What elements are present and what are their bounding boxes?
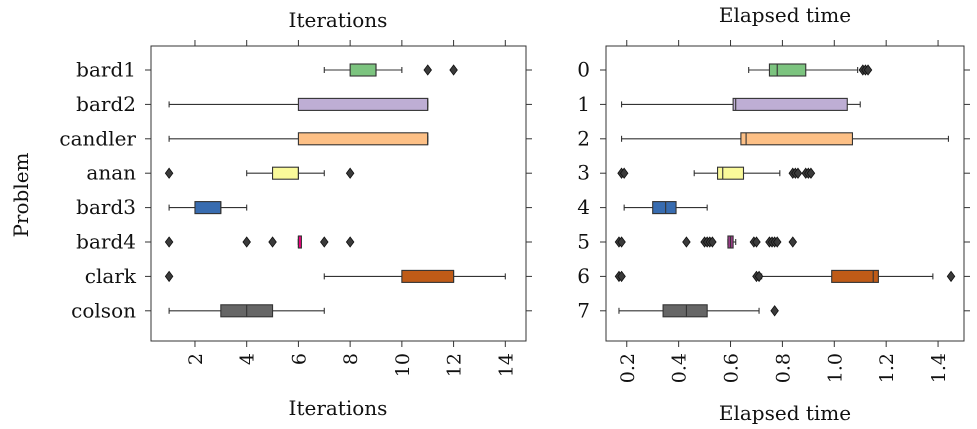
iterations-plot-frame [150,45,527,342]
x-tick-label: 2 [185,353,207,365]
box-clark [401,269,455,283]
x-tick-label: 0.4 [669,353,691,383]
outlier-point [345,167,355,179]
x-tick-label: 1.2 [876,353,898,383]
y-category-label: bard4 [76,230,136,254]
x-tick-label: 8 [340,353,362,365]
outlier-point [770,305,779,317]
y-category-label: bard3 [76,195,136,219]
y-category-label: 6 [577,264,590,288]
box-candler [297,132,429,146]
box-2 [740,132,853,146]
outlier-point [772,236,782,248]
x-tick-label: 12 [444,353,466,377]
box-anan [272,166,299,180]
outlier-point [806,167,816,179]
y-category-label: candler [59,126,136,150]
outlier-point [423,64,432,76]
box-7 [662,304,708,318]
outlier-point [345,236,355,248]
x-tick-label: 14 [495,353,517,377]
y-category-label: clark [85,264,137,288]
x-tick-label: 0.2 [617,353,639,383]
x-tick-label: 1.0 [824,353,846,383]
problem-y-axis-label: Problem [9,152,33,237]
y-category-label: 4 [577,195,590,219]
outlier-point [619,167,629,179]
outlier-point [617,270,626,283]
outlier-point [268,236,277,248]
iterations-panel: Iterations Iterations Problem 2 4 6 8 10 12 14… [9,8,532,420]
box-6 [831,269,879,283]
box-0 [768,63,807,77]
outlier-point [164,167,174,179]
y-category-label: bard2 [76,92,136,116]
box-bard3 [194,201,222,215]
y-category-label: 7 [577,298,590,322]
elapsed-time-title: Elapsed time [719,3,851,27]
outlier-point [320,236,329,248]
outlier-point [242,236,251,248]
elapsed-time-plot-frame [605,45,965,342]
y-category-label: colson [71,298,136,322]
outlier-point [754,270,764,283]
outlier-point [164,236,174,248]
x-tick-label: 10 [392,353,414,377]
box-bard2 [297,97,429,111]
iterations-x-axis-label: Iterations [289,396,388,420]
outlier-point [752,236,761,248]
outlier-point [863,64,873,76]
iterations-title: Iterations [289,8,388,32]
x-tick-label: 6 [288,353,310,365]
x-tick-label: 0.8 [772,353,794,383]
x-tick-label: 4 [237,353,259,365]
elapsed-time-x-axis-label: Elapsed time [719,401,851,425]
y-category-label: 3 [577,161,590,185]
box-1 [732,97,848,111]
outlier-point [682,236,691,248]
x-tick-label: 0.6 [721,353,743,383]
y-category-label: 5 [577,230,590,254]
outlier-point [788,236,798,248]
elapsed-time-panel: Elapsed time Elapsed time 0.2 0.4 0.6 0.8 1.… [577,3,970,425]
box-bard1 [349,63,377,77]
x-tick-label: 1.4 [928,353,950,383]
outlier-point [164,270,174,283]
outlier-point [617,236,626,248]
outlier-point [449,64,458,76]
outlier-point [793,167,803,179]
box-3 [717,166,745,180]
y-category-label: 2 [577,126,590,150]
y-category-label: 1 [577,92,590,116]
y-category-label: bard1 [76,58,136,82]
box-4 [652,201,677,215]
outlier-point [946,270,956,283]
y-category-label: anan [86,161,136,185]
outlier-point [708,236,717,248]
y-category-label: 0 [577,58,590,82]
